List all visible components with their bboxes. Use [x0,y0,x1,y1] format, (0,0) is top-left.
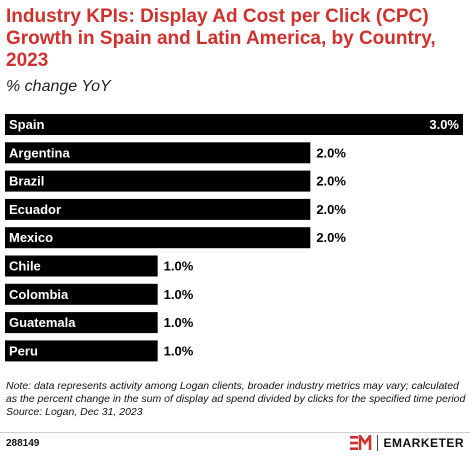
category-label: Brazil [9,174,44,189]
bar-mexico [5,227,311,249]
category-label: Peru [9,343,38,358]
note-text: Note: data represents activity among Log… [6,380,466,405]
source-text: Source: Logan, Dec 31, 2023 [6,406,143,418]
bar-brazil [5,170,311,192]
bar-chile [5,255,158,277]
category-label: Spain [9,117,44,132]
value-label: 2.0% [316,202,346,217]
bar-guatemala [5,312,158,334]
brand-logo: EMARKETER [350,435,464,451]
value-label: 1.0% [164,259,194,274]
em-logo-icon [350,435,372,450]
bar-argentina [5,142,311,164]
bar-peru [5,340,158,362]
brand-name: EMARKETER [383,436,464,450]
value-label: 3.0% [429,117,459,132]
value-label: 1.0% [164,315,194,330]
category-label: Colombia [9,287,69,302]
chart-footnote: Note: data represents activity among Log… [6,380,466,419]
value-label: 2.0% [316,145,346,160]
category-label: Ecuador [9,202,61,217]
bar-colombia [5,283,158,305]
category-label: Guatemala [9,315,76,330]
bar-ecuador [5,198,311,220]
value-label: 1.0% [164,287,194,302]
chart-title: Industry KPIs: Display Ad Cost per Click… [6,6,436,71]
bar-chart: Spain 3.0% Argentina 2.0% Brazil 2.0% Ecuador 2… [5,114,463,362]
value-label: 2.0% [316,174,346,189]
value-label: 1.0% [164,343,194,358]
category-label: Mexico [9,230,53,245]
value-label: 2.0% [316,230,346,245]
category-label: Argentina [9,145,70,160]
footer-divider [0,432,470,433]
bar-spain [5,114,463,135]
chart-id: 288149 [6,438,40,449]
category-label: Chile [9,259,41,274]
brand-separator [377,435,379,451]
chart-subtitle: % change YoY [6,78,111,95]
